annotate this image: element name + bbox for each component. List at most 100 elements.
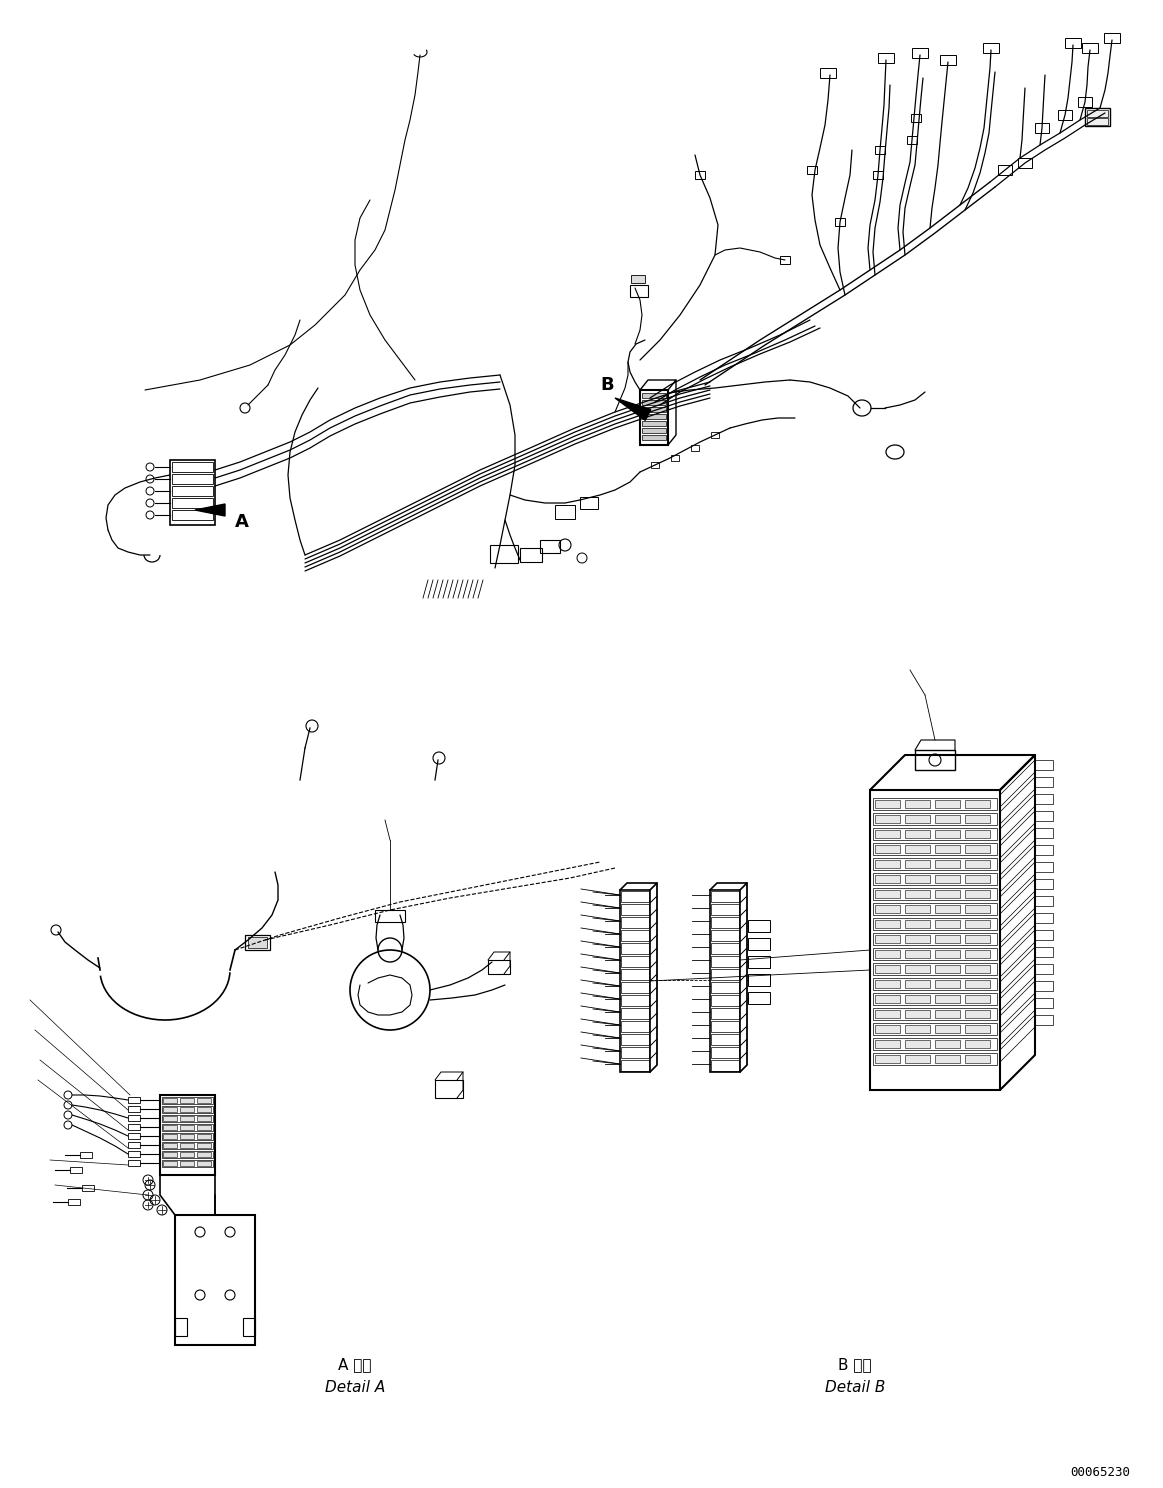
Bar — [172, 475, 213, 484]
Bar — [621, 982, 649, 992]
Bar — [128, 1152, 140, 1158]
Bar — [875, 1040, 900, 1048]
Bar — [1035, 795, 1053, 804]
Bar — [162, 1123, 213, 1131]
Bar — [490, 545, 518, 562]
Bar — [128, 1115, 140, 1120]
Bar — [128, 1106, 140, 1112]
Bar — [1035, 930, 1053, 940]
Bar — [695, 171, 705, 179]
Bar — [488, 960, 511, 975]
Bar — [621, 905, 649, 915]
Bar — [875, 801, 900, 808]
Bar — [621, 917, 649, 929]
Bar — [83, 1184, 94, 1190]
Bar — [621, 1007, 649, 1019]
Bar — [873, 873, 997, 885]
Bar — [540, 540, 561, 554]
Bar — [905, 815, 930, 823]
Bar — [935, 890, 959, 897]
Bar — [873, 948, 997, 960]
Bar — [935, 1055, 959, 1062]
Bar — [965, 966, 990, 973]
Bar — [174, 1216, 255, 1345]
Bar — [163, 1098, 177, 1103]
Bar — [875, 949, 900, 958]
Bar — [1082, 43, 1098, 54]
Bar — [621, 930, 649, 940]
Bar — [642, 429, 666, 433]
Bar — [875, 934, 900, 943]
Bar — [965, 890, 990, 897]
Bar — [875, 146, 885, 153]
Bar — [163, 1161, 177, 1167]
Bar — [172, 487, 213, 496]
Bar — [170, 460, 215, 525]
Bar — [905, 934, 930, 943]
Bar — [162, 1132, 213, 1140]
Bar — [435, 1080, 463, 1098]
Bar — [1058, 110, 1072, 121]
Text: A 詳細: A 詳細 — [338, 1357, 372, 1372]
Bar — [935, 801, 959, 808]
Bar — [197, 1125, 211, 1129]
Bar — [711, 982, 739, 992]
Bar — [965, 949, 990, 958]
Bar — [621, 891, 649, 902]
Bar — [935, 981, 959, 988]
Bar — [965, 981, 990, 988]
Bar — [748, 937, 770, 949]
Bar — [873, 798, 997, 809]
Bar — [711, 891, 739, 902]
Bar — [1035, 964, 1053, 975]
Bar — [873, 171, 883, 179]
Bar — [180, 1143, 194, 1149]
Bar — [711, 1048, 739, 1058]
Bar — [873, 844, 997, 856]
Bar — [875, 890, 900, 897]
Bar — [620, 890, 650, 1071]
Bar — [905, 830, 930, 838]
Bar — [162, 1097, 213, 1104]
Bar — [870, 790, 1000, 1091]
Bar — [621, 1021, 649, 1033]
Bar — [905, 860, 930, 868]
Bar — [780, 256, 790, 263]
Bar — [905, 905, 930, 914]
Bar — [905, 920, 930, 929]
Bar — [1085, 109, 1110, 126]
Bar — [873, 933, 997, 945]
Bar — [632, 275, 645, 283]
Bar — [711, 1007, 739, 1019]
Bar — [580, 497, 598, 509]
Bar — [711, 1034, 739, 1045]
Bar — [748, 975, 770, 987]
Bar — [873, 992, 997, 1004]
Bar — [983, 43, 999, 54]
Bar — [172, 461, 213, 472]
Bar — [875, 860, 900, 868]
Bar — [180, 1125, 194, 1129]
Bar — [70, 1167, 83, 1173]
Bar — [80, 1152, 92, 1158]
Bar — [905, 949, 930, 958]
Bar — [711, 943, 739, 954]
Bar — [1087, 118, 1108, 125]
Bar — [1035, 760, 1053, 769]
Polygon shape — [195, 504, 224, 516]
Bar — [935, 815, 959, 823]
Bar — [965, 1040, 990, 1048]
Bar — [180, 1107, 194, 1112]
Bar — [911, 115, 921, 122]
Bar — [935, 905, 959, 914]
Bar — [748, 955, 770, 969]
Bar — [935, 1040, 959, 1048]
Bar — [197, 1107, 211, 1112]
Bar — [1035, 914, 1053, 923]
Bar — [163, 1125, 177, 1129]
Bar — [935, 995, 959, 1003]
Bar — [965, 934, 990, 943]
Bar — [965, 1055, 990, 1062]
Bar — [128, 1123, 140, 1129]
Bar — [935, 949, 959, 958]
